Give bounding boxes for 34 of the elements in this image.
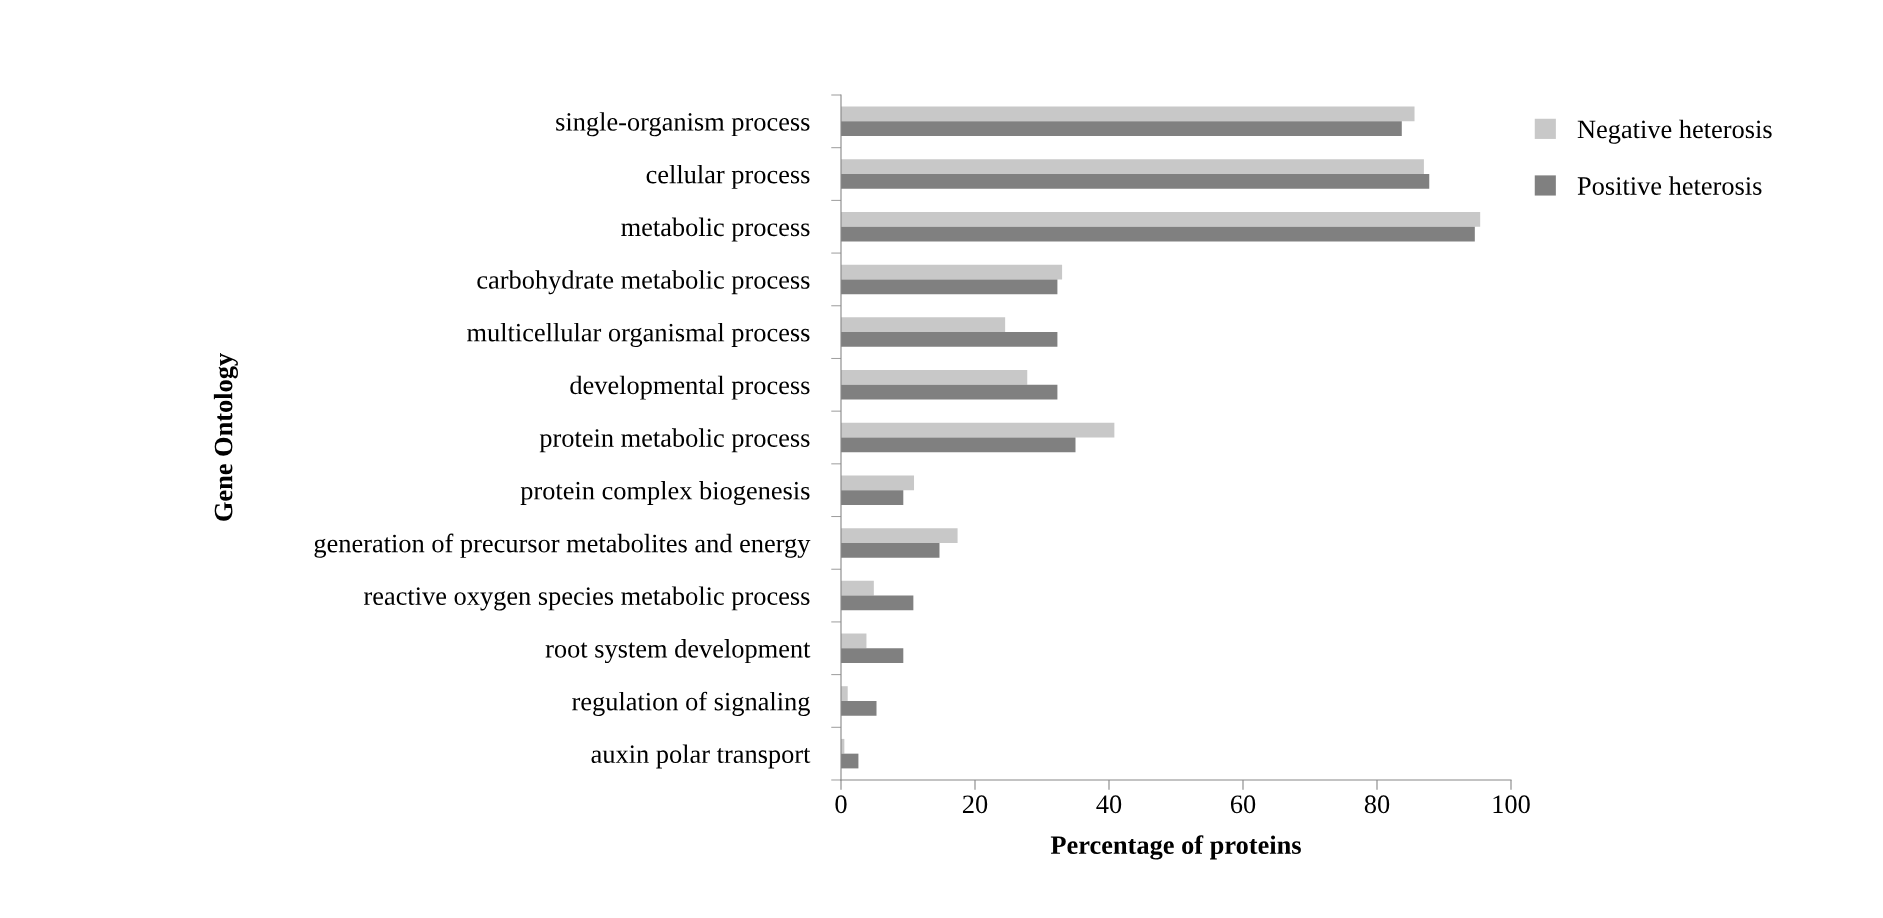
y-tick-label: protein metabolic process [539, 428, 810, 453]
bar [841, 422, 1115, 438]
y-tick-label: carbohydrate metabolic process [477, 270, 810, 295]
bar [841, 211, 1481, 227]
x-tick-label: 80 [1364, 795, 1390, 814]
x-tick-label: 100 [1493, 795, 1530, 814]
x-tick-label: 40 [1096, 795, 1122, 814]
y-axis-title: Gene Ontology [213, 353, 238, 521]
x-tick-label: 20 [962, 795, 988, 814]
y-tick-label: reactive oxygen species metabolic process [363, 586, 810, 611]
y-tick-label: auxin polar transport [591, 744, 811, 769]
bar [841, 370, 1028, 385]
y-tick-label: developmental process [570, 375, 810, 400]
bar [841, 475, 915, 491]
y-tick-label: single-organism process [556, 112, 810, 137]
y-tick-label: cellular process [646, 164, 810, 189]
x-axis-title: Percentage of proteins [1050, 835, 1301, 860]
y-tick-label: protein complex biogenesis [520, 481, 810, 506]
x-tick-label: 60 [1230, 795, 1256, 814]
y-tick-label: multicellular organismal process [467, 322, 810, 347]
y-tick-label: root system development [545, 639, 811, 664]
x-tick-label: 0 [835, 795, 847, 814]
legend-label: Positive heterosis [1577, 176, 1762, 195]
bar [841, 159, 1424, 175]
bar [841, 686, 848, 701]
bar [841, 580, 874, 596]
bar [841, 106, 1415, 122]
y-tick-label: generation of precursor metabolites and energy [314, 533, 811, 558]
y-tick-label: metabolic process [621, 217, 810, 242]
y-tick-label: regulation of signaling [572, 691, 810, 716]
bar [841, 264, 1063, 280]
legend-label: Negative heterosis [1577, 119, 1772, 144]
bar [841, 528, 958, 543]
bar [841, 317, 1006, 333]
